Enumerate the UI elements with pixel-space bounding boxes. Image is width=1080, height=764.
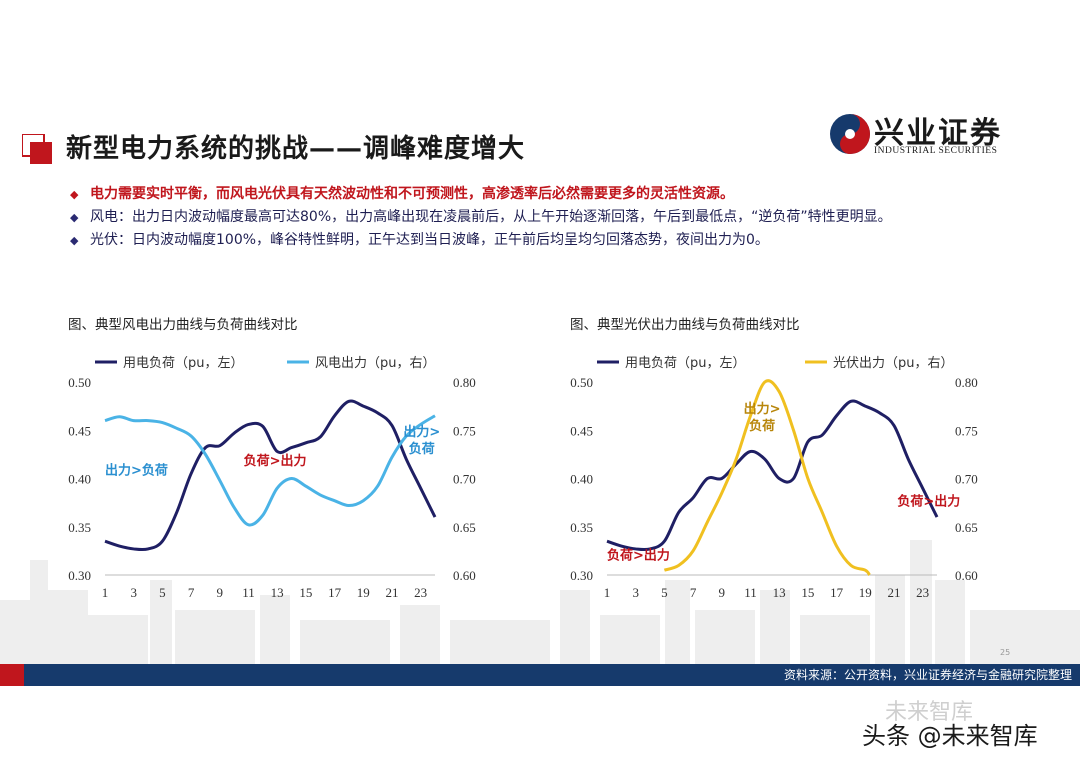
bullet-text: 风电：出力日内波动幅度最高可达80%，出力高峰出现在凌晨前后，从上午开始逐渐回落… — [90, 209, 892, 225]
left-y-tick-label: 0.40 — [570, 472, 593, 487]
chart-annotation: 负荷>出力 — [244, 453, 307, 469]
skyline-background — [0, 540, 1080, 670]
bullet-text: 光伏：日内波动幅度100%，峰谷特性鲜明，正午达到当日波峰，正午前后均呈均匀回落… — [90, 232, 769, 248]
bullet-item: ◆ 风电：出力日内波动幅度最高可达80%，出力高峰出现在凌晨前后，从上午开始逐渐… — [70, 206, 1060, 229]
x-tick-label: 7 — [188, 585, 195, 600]
x-tick-label: 5 — [159, 585, 166, 600]
x-tick-label: 21 — [385, 585, 398, 600]
x-tick-label: 15 — [299, 585, 312, 600]
right-y-tick-label: 0.70 — [955, 472, 978, 487]
right-y-tick-label: 0.70 — [453, 472, 476, 487]
right-y-tick-label: 0.60 — [955, 568, 978, 583]
left-y-tick-label: 0.35 — [68, 520, 91, 535]
bullet-item: ◆ 电力需要实时平衡，而风电光伏具有天然波动性和不可预测性，高渗透率后必然需要更… — [70, 183, 1060, 206]
x-tick-label: 5 — [661, 585, 668, 600]
watermark-faded: 未来智库 — [885, 700, 974, 725]
footer-accent — [0, 664, 24, 686]
chart-annotation: 出力>负荷 — [744, 401, 781, 434]
x-tick-label: 7 — [690, 585, 697, 600]
solar-vs-load-chart: 用电负荷（pu，左） 光伏出力（pu，右）1 3 5 7 9 11 13 15 17 19 21 230… — [570, 356, 978, 600]
bullet-item: ◆ 光伏：日内波动幅度100%，峰谷特性鲜明，正午达到当日波峰，正午前后均呈均匀… — [70, 229, 1060, 252]
chart-annotation: 出力>负荷 — [105, 463, 168, 479]
legend-label: 风电出力（pu，右） — [315, 356, 436, 371]
right-y-tick-label: 0.65 — [955, 520, 978, 535]
left-y-tick-label: 0.30 — [570, 568, 593, 583]
x-tick-label: 9 — [719, 585, 726, 600]
page-number: 25 — [1000, 648, 1011, 657]
diamond-bullet-icon: ◆ — [70, 188, 79, 201]
company-logo-icon — [830, 114, 870, 154]
right-y-tick-label: 0.60 — [453, 568, 476, 583]
right-y-tick-label: 0.80 — [955, 375, 978, 390]
series-line — [663, 379, 871, 576]
x-tick-label: 11 — [744, 585, 757, 600]
chart-annotation: 出力>负荷 — [403, 424, 440, 457]
legend-label: 光伏出力（pu，右） — [833, 356, 954, 371]
bullet-text: 电力需要实时平衡，而风电光伏具有天然波动性和不可预测性，高渗透率后必然需要更多的… — [90, 186, 734, 202]
left-y-tick-label: 0.50 — [570, 375, 593, 390]
x-tick-label: 1 — [604, 585, 611, 600]
left-y-tick-label: 0.30 — [68, 568, 91, 583]
chart-annotation: 负荷>出力 — [607, 548, 670, 564]
diamond-bullet-icon: ◆ — [70, 211, 79, 224]
chart1-title: 图、典型风电出力曲线与负荷曲线对比 — [68, 317, 298, 333]
x-tick-label: 13 — [271, 585, 284, 600]
logo-name-en: INDUSTRIAL SECURITIES — [874, 146, 998, 156]
x-tick-label: 9 — [217, 585, 224, 600]
left-y-tick-label: 0.45 — [68, 423, 91, 438]
x-tick-label: 17 — [328, 585, 342, 600]
bullet-list: ◆ 电力需要实时平衡，而风电光伏具有天然波动性和不可预测性，高渗透率后必然需要更… — [70, 183, 1060, 252]
legend-label: 用电负荷（pu，左） — [625, 356, 746, 371]
right-y-tick-label: 0.80 — [453, 375, 476, 390]
x-tick-label: 13 — [773, 585, 786, 600]
wind-vs-load-chart: 用电负荷（pu，左） 风电出力（pu，右）1 3 5 7 9 11 13 15 17 19 21 230… — [68, 356, 476, 600]
right-y-tick-label: 0.75 — [955, 423, 978, 438]
x-tick-label: 11 — [242, 585, 255, 600]
left-y-tick-label: 0.40 — [68, 472, 91, 487]
x-tick-label: 3 — [130, 585, 137, 600]
x-tick-label: 3 — [632, 585, 639, 600]
diamond-bullet-icon: ◆ — [70, 234, 79, 247]
x-tick-label: 15 — [801, 585, 814, 600]
source-note: 资料来源：公开资料，兴业证券经济与金融研究院整理 — [783, 668, 1072, 682]
series-line — [104, 399, 437, 552]
x-tick-label: 17 — [830, 585, 844, 600]
chart-annotation: 负荷>出力 — [897, 494, 960, 510]
logo-name-cn: 兴业证券 — [874, 116, 1002, 151]
left-y-tick-label: 0.50 — [68, 375, 91, 390]
x-tick-label: 1 — [102, 585, 109, 600]
x-tick-label: 19 — [859, 585, 872, 600]
watermark-text: 头条 @未来智库 — [862, 722, 1038, 750]
right-y-tick-label: 0.65 — [453, 520, 476, 535]
x-tick-label: 19 — [357, 585, 370, 600]
x-tick-label: 23 — [414, 585, 427, 600]
page-title: 新型电力系统的挑战——调峰难度增大 — [66, 134, 526, 164]
x-tick-label: 23 — [916, 585, 929, 600]
title-square-icon — [22, 134, 52, 164]
x-tick-label: 21 — [887, 585, 900, 600]
series-line — [104, 414, 436, 527]
footer-bar — [0, 664, 1080, 686]
chart2-title: 图、典型光伏出力曲线与负荷曲线对比 — [570, 317, 800, 333]
right-y-tick-label: 0.75 — [453, 423, 476, 438]
series-line — [606, 399, 939, 552]
left-y-tick-label: 0.35 — [570, 520, 593, 535]
left-y-tick-label: 0.45 — [570, 423, 593, 438]
legend-label: 用电负荷（pu，左） — [123, 356, 244, 371]
